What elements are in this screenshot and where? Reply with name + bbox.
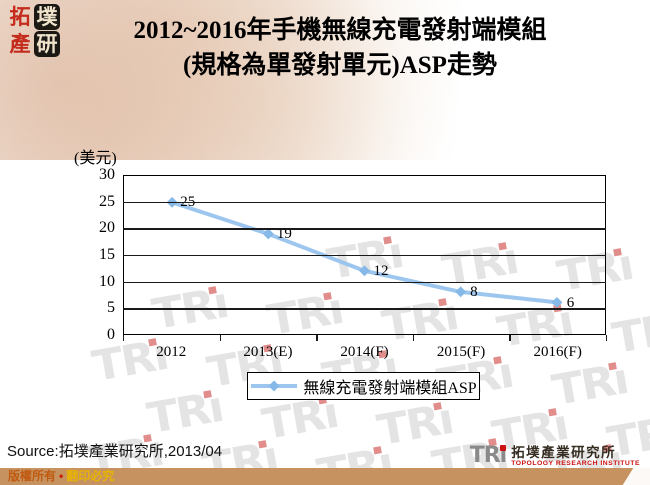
seal-char: 研	[34, 31, 60, 57]
tri-english-name: TOPOLOGY RESEARCH INSTITUTE	[511, 459, 640, 467]
x-axis-tick	[219, 335, 221, 341]
data-point-label: 8	[470, 284, 478, 301]
x-axis-category-label: 2013(E)	[243, 344, 293, 360]
x-axis-tick	[606, 335, 608, 341]
tri-logo: TRi 拓墣產業研究所 TOPOLOGY RESEARCH INSTITUTE	[470, 444, 640, 468]
seal-char: 墣	[34, 4, 60, 30]
data-point-marker	[551, 296, 563, 308]
x-axis-category-label: 2012	[156, 344, 187, 360]
x-axis-tick	[412, 335, 415, 341]
source-note: Source:拓墣產業研究所,2013/04	[7, 443, 223, 460]
header-map-texture	[0, 0, 650, 160]
data-point-label: 6	[566, 295, 575, 311]
y-axis-tick-label: 20	[99, 219, 115, 237]
x-axis-tick	[123, 335, 125, 341]
gridline	[123, 201, 606, 204]
seal-char: 拓	[9, 5, 31, 29]
tri-chinese-name: 拓墣產業研究所	[511, 444, 617, 460]
copyright-right: 翻印必究	[66, 469, 115, 483]
x-axis-tick	[509, 335, 511, 341]
y-axis-tick-label: 10	[99, 272, 115, 290]
gridline	[123, 281, 606, 284]
data-point-marker	[262, 228, 274, 240]
y-axis-unit-label: (美元)	[74, 150, 117, 167]
gridline	[123, 255, 606, 257]
copyright-left: 版權所有	[8, 469, 57, 483]
y-axis-tick-label: 30	[99, 166, 115, 183]
data-point-marker	[455, 286, 467, 298]
y-axis-tick-label: 5	[107, 299, 115, 317]
legend-line-marker-icon	[251, 380, 298, 392]
data-point-marker	[359, 265, 370, 277]
tri-seal-logo: 拓 墣 產 研	[7, 4, 61, 58]
x-axis-category-label: 2015(F)	[436, 344, 486, 360]
x-axis-category-label: 2016(F)	[533, 344, 582, 360]
copyright-bar: 版權所有 • 翻印必究	[0, 468, 650, 485]
tri-wordmark: TRi	[469, 443, 507, 468]
legend-series-label: 無線充電發射端模組ASP	[303, 380, 477, 397]
seal-char: 產	[9, 32, 31, 56]
copyright-text: 版權所有 • 翻印必究	[0, 468, 650, 485]
x-axis-tick	[316, 335, 318, 341]
line-series-svg	[166, 196, 563, 308]
page-title-line2: (規格為單發射單元)ASP走勢	[183, 52, 497, 79]
y-axis-tick-label: 15	[99, 246, 115, 263]
gridline	[123, 308, 606, 310]
page-title: 2012~2016年手機無線充電發射端模組 (規格為單發射單元)ASP走勢	[75, 13, 605, 83]
gridline	[123, 228, 606, 230]
tri-logo-names: 拓墣產業研究所 TOPOLOGY RESEARCH INSTITUTE	[511, 445, 640, 468]
y-axis-tick-label: 0	[107, 326, 115, 343]
chart-legend: 無線充電發射端模組ASP	[247, 372, 480, 400]
x-axis-category-label: 2014(F)	[340, 344, 389, 360]
data-point-label: 12	[373, 263, 389, 279]
y-axis-tick-label: 25	[99, 192, 115, 210]
copyright-separator: •	[59, 469, 64, 483]
page-title-line1: 2012~2016年手機無線充電發射端模組	[133, 17, 547, 44]
tri-wordmark-red-dot-icon	[500, 445, 507, 451]
